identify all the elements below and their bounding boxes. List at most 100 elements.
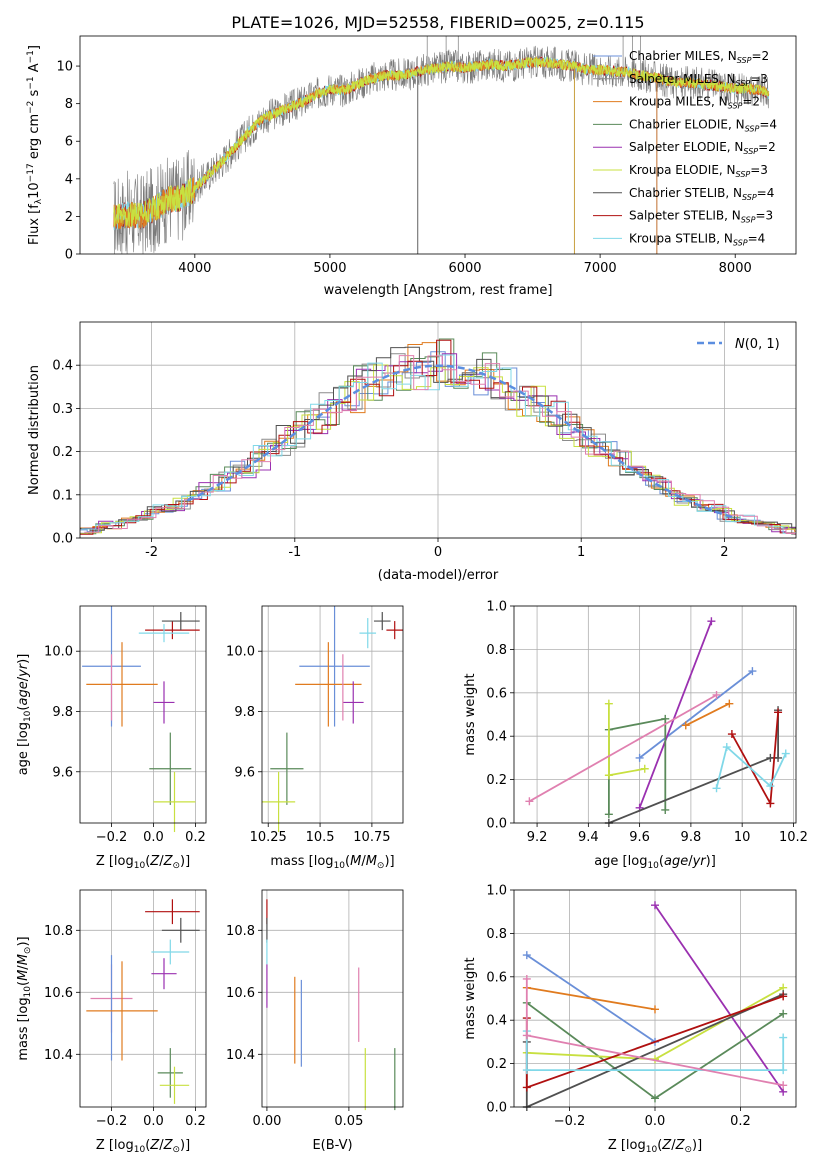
plus-marker	[712, 784, 721, 793]
weight-series	[651, 901, 788, 1096]
x-tick-label: 4000	[178, 261, 211, 276]
label-part: λ	[34, 198, 44, 204]
label-part: −2	[26, 101, 36, 114]
label-part: (	[345, 854, 350, 869]
y-tick-label: 10.4	[226, 1048, 255, 1063]
y-tick-label: 2	[65, 210, 73, 225]
label-part: (	[145, 854, 150, 869]
figure-title: PLATE=1026, MJD=52558, FIBERID=0025, z=0…	[231, 13, 644, 32]
label-part: 10	[134, 1145, 146, 1155]
label-part: (	[16, 706, 31, 711]
x-tick-label: 10.2	[779, 830, 808, 845]
label-part: )]	[180, 1138, 190, 1153]
plus-marker	[651, 1094, 659, 1103]
legend-text: Chabrier ELODIE, N	[629, 117, 745, 131]
y-tick-label: 10.0	[226, 645, 255, 660]
label-part: Z	[163, 854, 174, 869]
y-tick-label: 0.1	[52, 488, 73, 503]
label-part: E(B-V)	[312, 1138, 352, 1153]
plus-marker	[640, 764, 649, 773]
x-tick-label: 9.2	[527, 830, 548, 845]
x-tick-label: 10.5	[306, 830, 335, 845]
weight-series	[604, 714, 670, 819]
plus-marker	[779, 1066, 788, 1075]
y-tick-label: 0.2	[486, 773, 507, 788]
data-point	[138, 624, 190, 643]
legend-text: Salpeter STELIB, N	[629, 209, 741, 223]
legend-entry: Chabrier STELIB, NSSP=4	[629, 186, 774, 202]
plus-marker	[604, 810, 613, 819]
x-tick-label: -1	[288, 545, 301, 560]
label-part: Z [log	[608, 1138, 646, 1153]
label-part: )]	[16, 936, 31, 946]
plus-marker	[722, 743, 731, 752]
legend-tail: =4	[759, 117, 777, 131]
x-tick-label: 0.00	[252, 1114, 281, 1129]
y-tick-label: 1.0	[486, 600, 507, 615]
chart-Z-mass: −0.2 0.0 0.210.410.610.8Z [log10(Z/Z⊙)]mas…	[16, 889, 207, 1155]
label-part: −1	[26, 76, 36, 89]
label-part: s	[27, 89, 42, 100]
plus-marker	[727, 730, 736, 739]
x-axis-label: (data-model)/error	[378, 568, 499, 583]
plus-marker	[604, 699, 613, 708]
label-part: 10	[134, 861, 146, 871]
label-part: (0, 1)	[745, 337, 780, 352]
legend-text: Chabrier MILES, N	[629, 49, 737, 63]
chart-spectrum: 4000 5000 6000 7000 8000 0 2 4 6 8 10 Chabrier MILE…	[26, 35, 797, 298]
label-part: mass [log	[16, 997, 31, 1060]
label-part: age [log	[16, 722, 31, 775]
label-part: Z	[149, 854, 160, 869]
y-tick-label: 0.0	[486, 1101, 507, 1116]
legend-text: Chabrier STELIB, N	[629, 186, 742, 200]
axes-frame	[79, 321, 797, 539]
weight-series	[604, 706, 783, 827]
x-tick-label: 0.0	[143, 1114, 164, 1129]
label-part: Z	[661, 1138, 672, 1153]
data-point	[270, 732, 304, 805]
x-tick-label: 9.8	[681, 830, 702, 845]
x-tick-label: 0.2	[730, 1114, 751, 1129]
plus-marker	[522, 951, 531, 960]
plus-marker	[712, 690, 721, 699]
axes-frame	[79, 889, 207, 1108]
label-part: 10	[23, 710, 33, 722]
label-part: ⊙	[172, 861, 180, 871]
plus-marker	[525, 797, 534, 806]
label-part: /	[16, 965, 31, 970]
label-part: Z	[163, 1138, 174, 1153]
legend-entry: Kroupa MILES, NSSP=2	[629, 95, 760, 111]
label-part: Z [log	[96, 1138, 134, 1153]
y-axis-label: Flux [fλ10−17 erg cm−2 s−1 A−1]	[26, 45, 44, 245]
label-part: /	[159, 854, 164, 869]
label-part: /	[159, 1138, 164, 1153]
legend-text: Kroupa ELODIE, N	[629, 163, 736, 177]
label-part: age	[16, 681, 31, 705]
x-tick-label: 10	[734, 830, 751, 845]
data-point	[149, 732, 192, 805]
legend-sub: SSP	[745, 124, 760, 133]
y-tick-label: 10.0	[44, 645, 73, 660]
label-part: yr	[16, 662, 31, 678]
x-axis-label: Z [log10(Z/Z⊙)]	[608, 1138, 702, 1155]
label-part: )]	[384, 854, 394, 869]
plus-marker	[661, 714, 670, 723]
normal-reference-curve	[186, 364, 738, 520]
chart-age-weight: 9.2 9.4 9.6 9.8 10 10.2 0.0 0.2 0.4 0.6 0.8 1.0 age …	[463, 600, 808, 872]
legend-sub: SSP	[736, 170, 751, 179]
y-axis-label: mass [log10(M/M⊙)]	[16, 936, 33, 1060]
y-tick-label: 0.8	[486, 643, 507, 658]
y-tick-label: 10	[56, 60, 73, 75]
plus-marker	[522, 1066, 531, 1075]
label-part: (	[16, 981, 31, 986]
plus-marker	[779, 1009, 788, 1018]
series-line	[528, 694, 717, 803]
series-line	[638, 620, 713, 809]
spectrum-lines	[113, 36, 770, 254]
x-tick-label: 9.4	[578, 830, 599, 845]
weight-series	[635, 667, 757, 762]
y-tick-label: 0.6	[486, 970, 507, 985]
data-point	[161, 917, 200, 943]
